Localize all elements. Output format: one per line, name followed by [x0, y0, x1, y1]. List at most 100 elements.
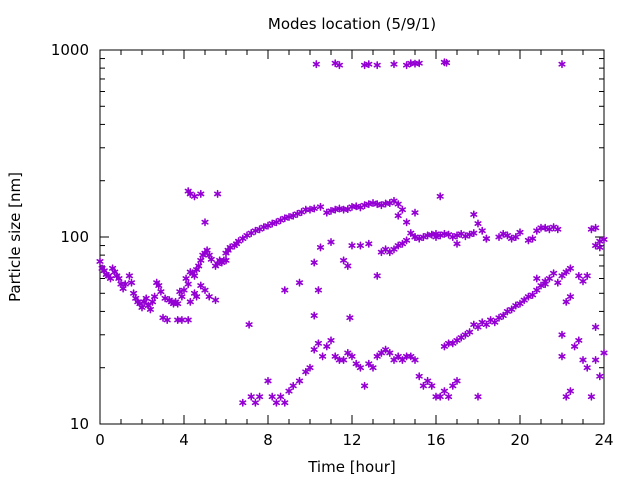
- data-point: [583, 363, 591, 372]
- data-point: [415, 59, 423, 68]
- data-point: [180, 286, 188, 295]
- data-point: [562, 267, 570, 276]
- x-axis-label: Time [hour]: [307, 458, 396, 476]
- data-point: [344, 348, 352, 357]
- data-point: [365, 60, 373, 69]
- data-point: [184, 280, 192, 289]
- data-point: [533, 274, 541, 283]
- data-point: [319, 352, 327, 361]
- data-point: [398, 239, 406, 248]
- data-point: [520, 296, 528, 305]
- data-point: [163, 315, 171, 324]
- data-point: [394, 352, 402, 361]
- data-point: [205, 292, 213, 301]
- data-point: [394, 211, 402, 220]
- data-point: [554, 225, 562, 234]
- data-point: [178, 292, 186, 301]
- y-tick-label: 100: [60, 228, 89, 246]
- data-point: [314, 286, 322, 295]
- data-point: [394, 200, 402, 209]
- data-point: [327, 336, 335, 345]
- y-tick-label: 10: [70, 415, 89, 433]
- data-point: [566, 264, 574, 273]
- data-point: [390, 355, 398, 364]
- data-point: [190, 192, 199, 201]
- data-point: [146, 305, 154, 314]
- x-tick-label: 16: [426, 431, 445, 449]
- data-point: [289, 381, 297, 390]
- data-point: [214, 189, 222, 198]
- data-point: [596, 243, 604, 252]
- data-point: [151, 292, 159, 301]
- data-point: [361, 381, 369, 390]
- data-point: [407, 352, 415, 361]
- chart-title: Modes location (5/9/1): [268, 15, 436, 33]
- data-point: [272, 398, 280, 407]
- data-point: [302, 367, 310, 376]
- data-point: [373, 61, 381, 70]
- data-point: [575, 271, 583, 280]
- data-point: [491, 318, 499, 327]
- data-point: [96, 257, 104, 266]
- data-point: [285, 212, 293, 221]
- data-point: [571, 342, 579, 351]
- data-point: [239, 398, 247, 407]
- data-point: [512, 233, 520, 241]
- data-point: [445, 392, 453, 401]
- data-point: [592, 223, 600, 232]
- data-point: [356, 241, 364, 250]
- data-point: [295, 376, 304, 385]
- data-point: [449, 381, 457, 390]
- data-point: [125, 271, 133, 280]
- data-point: [346, 313, 354, 322]
- data-point: [193, 292, 201, 301]
- data-point: [331, 352, 339, 361]
- x-tick-label: 20: [510, 431, 529, 449]
- data-point: [251, 226, 259, 235]
- data-point: [268, 219, 276, 228]
- axis-ticks: [99, 49, 605, 425]
- data-point: [190, 271, 199, 280]
- data-point: [562, 392, 570, 401]
- data-point: [197, 281, 205, 290]
- data-point: [550, 269, 558, 278]
- data-point: [403, 236, 411, 245]
- data-point: [352, 359, 360, 368]
- data-point: [516, 228, 524, 237]
- data-point: [316, 202, 325, 211]
- data-point: [310, 204, 318, 213]
- data-point: [256, 392, 264, 401]
- data-point: [470, 210, 478, 219]
- data-point: [415, 372, 423, 381]
- data-point: [466, 328, 474, 337]
- data-point: [323, 342, 331, 351]
- data-point: [516, 299, 524, 308]
- data-point: [398, 355, 406, 364]
- data-point: [312, 60, 320, 69]
- data-point: [390, 245, 398, 254]
- data-point: [558, 271, 566, 280]
- data-point: [482, 234, 490, 243]
- data-point: [411, 355, 419, 364]
- data-point: [222, 256, 230, 265]
- data-point: [403, 218, 411, 227]
- data-point: [340, 256, 348, 265]
- data-point: [207, 255, 215, 264]
- data-point: [295, 278, 304, 287]
- x-tick-label: 24: [594, 431, 613, 449]
- data-point: [529, 234, 537, 243]
- data-point: [424, 376, 432, 385]
- data-point: [508, 305, 516, 314]
- data-point: [470, 229, 478, 238]
- data-point: [157, 287, 165, 296]
- data-point: [182, 274, 190, 283]
- data-point: [566, 387, 574, 396]
- data-point: [482, 320, 490, 329]
- data-point: [583, 271, 591, 280]
- data-point: [285, 387, 293, 396]
- data-point: [386, 348, 394, 357]
- data-point: [474, 392, 482, 401]
- data-point: [419, 381, 427, 390]
- data-point: [587, 392, 595, 401]
